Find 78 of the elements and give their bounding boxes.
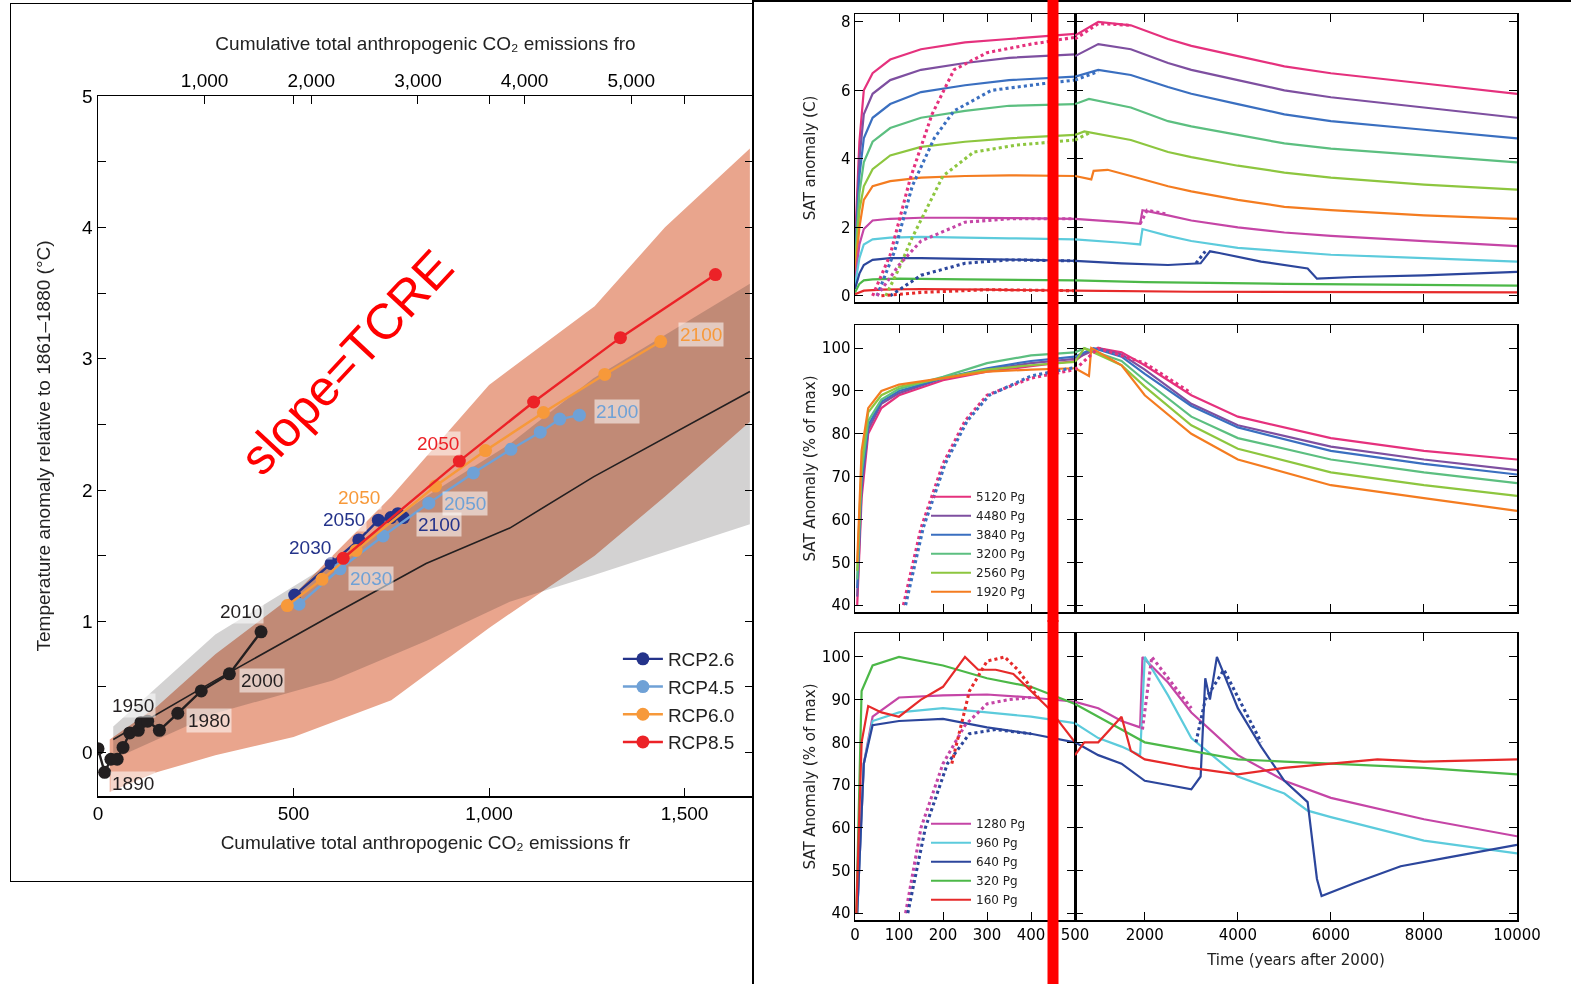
y-tick-label: 60: [831, 819, 851, 837]
annotation: 2030: [289, 537, 332, 558]
y-tick-label: 50: [831, 861, 851, 880]
y-tick-label: 100: [821, 339, 851, 358]
x-tick-label: 1,000: [465, 803, 513, 825]
annotation: 2030: [350, 568, 393, 589]
legend-label: 1920 Pg: [976, 585, 1026, 600]
x-tick-label: 400: [1016, 925, 1046, 944]
x-tick-label: 100: [884, 925, 914, 944]
annotation: 2100: [680, 324, 723, 345]
x-tick-label: 300: [972, 925, 1002, 944]
y-tick-label: 3: [82, 348, 93, 370]
y-tick-label: 8: [840, 13, 851, 32]
x-tick-label: 8000: [1404, 925, 1444, 944]
y-tick-label: 90: [831, 382, 851, 401]
y-tick-label: 70: [831, 467, 851, 486]
legend-label: RCP2.6: [667, 649, 735, 671]
x2-tick-label: 3,000: [394, 69, 442, 91]
y-tick-label: 4: [840, 150, 851, 169]
annotation: 2100: [418, 514, 461, 535]
legend-label: RCP8.5: [667, 732, 735, 754]
y-tick-label: 100: [821, 648, 851, 667]
y-tick-label: 2: [840, 218, 851, 237]
y-axis-title: Temperature anomaly relative to 1861–1880 (°C): [32, 240, 54, 652]
legend-label: 640 Pg: [976, 855, 1018, 870]
y-tick-label: 80: [831, 425, 851, 444]
y-tick-label: 80: [831, 733, 851, 752]
annotation: 2010: [220, 601, 263, 622]
y-tick-label: 40: [831, 596, 851, 615]
x2-tick-label: 1,000: [180, 69, 229, 91]
x-axis-title: Cumulative total anthropogenic CO₂ emissions fr: [220, 831, 632, 853]
y-tick-label: 50: [831, 553, 851, 572]
x-tick-label: 6000: [1311, 925, 1350, 944]
x2-axis-title: Cumulative total anthropogenic CO₂ emissions fro: [215, 33, 636, 54]
x-tick-label: 200: [928, 925, 958, 944]
annotation: 2050: [338, 487, 381, 508]
x-tick-label: 10000: [1493, 925, 1541, 944]
x-axis-title: Time (years after 2000): [1206, 951, 1385, 970]
x-tick-label: 1,500: [660, 803, 709, 825]
y-tick-label: 2: [82, 479, 93, 501]
legend-label: 5120 Pg: [976, 490, 1026, 505]
x-tick-label: 2000: [1125, 925, 1164, 944]
y-tick-label: 6: [840, 81, 851, 100]
legend-label: 3200 Pg: [976, 547, 1026, 562]
annotation: 1980: [188, 710, 231, 731]
y-axis-title: SAT anomaly (C): [800, 95, 819, 221]
y-tick-label: 70: [831, 776, 851, 795]
x2-tick-label: 4,000: [500, 69, 549, 91]
x-tick-label: 4000: [1218, 925, 1257, 944]
y-tick-label: 40: [831, 904, 851, 923]
legend-label: 2560 Pg: [976, 566, 1026, 581]
legend-label: 1280 Pg: [976, 817, 1026, 832]
legend-label: 960 Pg: [976, 836, 1018, 851]
annotation: 1950: [112, 695, 155, 716]
legend-label: 4480 Pg: [976, 509, 1026, 524]
y-axis-title: SAT Anomaly (% of max): [800, 375, 819, 562]
legend-label: RCP4.5: [667, 676, 735, 698]
x-tick-label: 500: [1060, 925, 1090, 944]
annotation: 2050: [444, 493, 487, 514]
annotation: 1890: [112, 773, 155, 794]
annotation: 2000: [241, 670, 284, 691]
legend-label: RCP6.0: [667, 704, 735, 726]
y-tick-label: 0: [82, 742, 93, 764]
annotation: 2050: [323, 509, 366, 530]
y-tick-label: 5: [82, 85, 93, 107]
legend-label: 3840 Pg: [976, 528, 1026, 543]
y-axis-title: SAT Anomaly (% of max): [800, 683, 819, 870]
y-tick-label: 1: [82, 610, 93, 632]
legend-label: 160 Pg: [976, 893, 1018, 908]
x2-tick-label: 5,000: [607, 69, 655, 91]
x2-tick-label: 2,000: [287, 69, 336, 91]
y-tick-label: 4: [82, 216, 94, 238]
x-tick-label: 500: [277, 803, 310, 825]
y-tick-label: 0: [840, 287, 851, 306]
legend-label: 320 Pg: [976, 874, 1018, 889]
annotation: 2100: [596, 401, 639, 422]
y-tick-label: 90: [831, 690, 851, 709]
y-tick-label: 60: [831, 510, 851, 529]
